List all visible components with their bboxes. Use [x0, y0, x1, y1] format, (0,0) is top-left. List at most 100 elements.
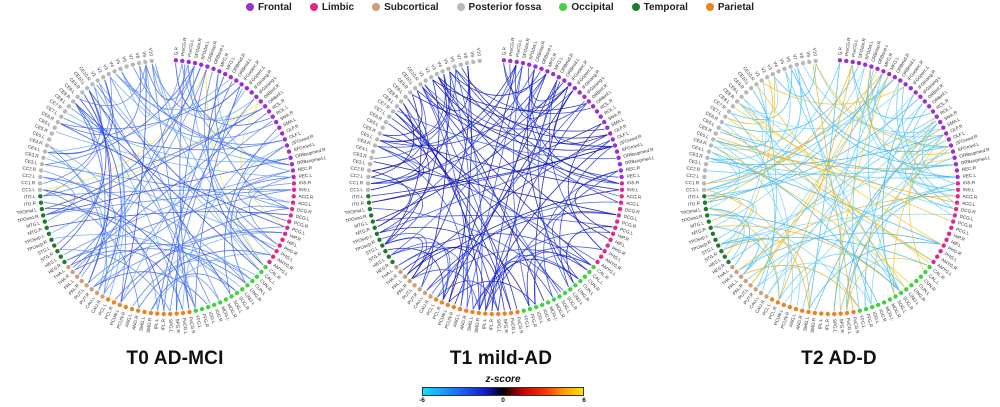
- connection-edge: [707, 64, 853, 184]
- region-node: [722, 254, 727, 259]
- connection-edge: [411, 269, 480, 311]
- region-label: TPOmid.R: [681, 214, 704, 224]
- region-node: [46, 231, 52, 236]
- region-node: [577, 90, 582, 95]
- connection-edge: [397, 110, 616, 160]
- region-node: [80, 90, 85, 95]
- region-label: ANG.R: [131, 314, 139, 330]
- region-node: [41, 155, 46, 160]
- region-label: ORBsupmed.L: [296, 155, 327, 165]
- region-node: [289, 206, 295, 212]
- region-label: DCG.L: [295, 214, 310, 222]
- region-label: HIP.L: [286, 239, 298, 248]
- region-node: [407, 278, 412, 284]
- region-node: [366, 194, 371, 199]
- region-label: INS.R: [963, 180, 976, 185]
- connection-edge: [900, 128, 952, 165]
- region-label: PHG.R: [283, 245, 299, 256]
- connection-edge: [46, 158, 276, 248]
- region-node: [863, 62, 868, 67]
- region-label: CC1.L: [350, 187, 364, 192]
- region-node: [369, 155, 374, 160]
- region-node: [263, 264, 268, 270]
- region-node: [952, 213, 957, 218]
- region-node: [703, 206, 709, 212]
- region-node: [770, 71, 775, 77]
- region-label: FFG.L: [523, 315, 531, 329]
- connection-edge: [391, 242, 451, 300]
- connection-edge: [382, 90, 423, 136]
- region-label: CE3.L: [688, 158, 702, 165]
- legend-dot: [705, 3, 714, 11]
- region-label: HES.L: [44, 257, 58, 269]
- region-label: PoCG.L: [845, 318, 852, 335]
- region-label: FFG.R: [865, 313, 874, 328]
- region-label: PCUN.R: [116, 310, 127, 329]
- region-node: [875, 66, 880, 72]
- connection-edge: [808, 63, 840, 310]
- connection-edge: [715, 140, 793, 305]
- region-node: [429, 75, 434, 80]
- region-label: ACG.L: [962, 201, 977, 208]
- region-label: CAU.R: [754, 299, 766, 314]
- region-label: CE3.R: [689, 151, 704, 159]
- region-label: ORBsup.R: [870, 40, 882, 63]
- connection-edge: [395, 112, 562, 293]
- region-node: [372, 225, 377, 230]
- region-node: [266, 109, 272, 114]
- connection-edge: [391, 117, 588, 271]
- region-node: [723, 114, 728, 119]
- region-label: PHG.L: [608, 251, 623, 263]
- region-label: MTG.L: [690, 220, 705, 229]
- region-node: [365, 181, 371, 186]
- region-node: [702, 174, 707, 180]
- region-node: [719, 249, 724, 254]
- connection-edge: [802, 76, 889, 308]
- region-label: IPL.L: [817, 318, 823, 330]
- connection-edge: [846, 183, 955, 311]
- connection-edge: [120, 64, 147, 303]
- region-node: [142, 309, 147, 315]
- region-node: [619, 187, 625, 192]
- region-node: [602, 249, 607, 254]
- region-label: SFGdor.R: [857, 37, 867, 59]
- region-label: SFGdor.R: [521, 37, 531, 59]
- region-node: [38, 174, 43, 180]
- region-label: PHG.L: [280, 251, 295, 263]
- region-label: CE6.L: [366, 117, 380, 128]
- connection-edge: [708, 208, 751, 266]
- region-node: [782, 66, 787, 72]
- connection-edge: [543, 170, 619, 298]
- region-label: STG.R: [704, 251, 719, 263]
- region-label: PoCG.L: [509, 318, 516, 335]
- region-node: [483, 311, 488, 316]
- region-label: IOG.L: [208, 311, 217, 325]
- region-node: [514, 59, 519, 65]
- connection-edge: [421, 86, 559, 295]
- region-node: [174, 311, 179, 316]
- region-node: [800, 60, 806, 66]
- region-label: PCUN.R: [444, 310, 455, 329]
- connection-edge: [93, 226, 285, 288]
- connection-edge: [175, 63, 241, 112]
- connection-edge: [93, 86, 196, 308]
- legend-item-posterior-fossa: Posterior fossa: [456, 2, 541, 13]
- region-node: [89, 287, 94, 292]
- region-node: [578, 278, 583, 284]
- connection-edge: [379, 73, 446, 142]
- region-label: ROL.L: [603, 104, 617, 116]
- region-node: [282, 137, 287, 142]
- region-node: [412, 283, 417, 288]
- connection-edge: [432, 79, 613, 151]
- region-label: OLF.R: [286, 123, 301, 133]
- connection-edge: [47, 79, 230, 153]
- region-label: IOG.L: [872, 311, 881, 325]
- connection-edge: [203, 71, 278, 245]
- region-label: INS.R: [627, 180, 640, 185]
- region-node: [90, 82, 95, 87]
- region-node: [893, 294, 898, 299]
- region-label: V1: [90, 70, 98, 78]
- region-node: [380, 125, 385, 130]
- region-node: [881, 69, 886, 74]
- panel-title-t1: T1 mild-AD: [449, 348, 553, 369]
